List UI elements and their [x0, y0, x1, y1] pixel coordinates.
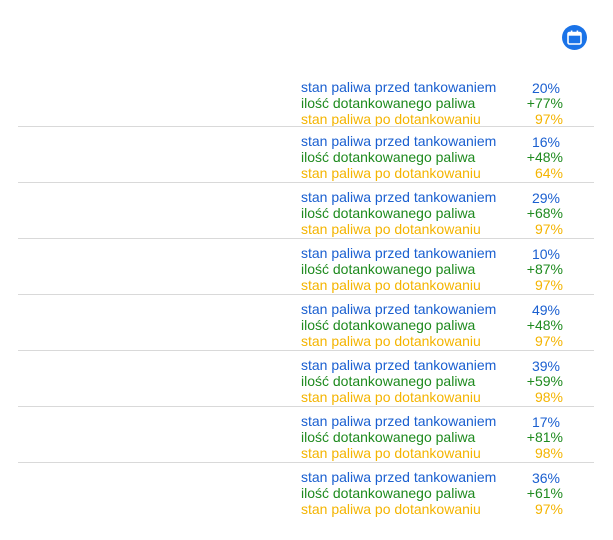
added-value: +87% [526, 261, 563, 277]
row-divider [18, 182, 594, 183]
row-divider [18, 238, 594, 239]
added-label: ilość dotankowanego paliwa [301, 95, 476, 111]
added-value: +59% [526, 373, 563, 389]
after-label: stan paliwa po dotankowaniu [301, 445, 481, 461]
after-value: 64% [534, 165, 563, 181]
after-label: stan paliwa po dotankowaniu [301, 277, 481, 293]
before-label: stan paliwa przed tankowaniem [301, 79, 497, 95]
row-divider [18, 350, 594, 351]
refuel-row: stan paliwa przed tankowaniem 29% ilość d… [18, 183, 594, 239]
after-label: stan paliwa po dotankowaniu [301, 501, 481, 517]
before-value: 20% [531, 80, 560, 96]
before-label: stan paliwa przed tankowaniem [301, 413, 497, 429]
added-label: ilość dotankowanego paliwa [301, 429, 476, 445]
after-value: 97% [534, 501, 563, 517]
added-label: ilość dotankowanego paliwa [301, 205, 476, 221]
before-value: 29% [531, 190, 560, 206]
added-label: ilość dotankowanego paliwa [301, 317, 476, 333]
row-divider [18, 126, 594, 127]
after-value: 97% [534, 333, 563, 349]
after-label: stan paliwa po dotankowaniu [301, 333, 481, 349]
added-label: ilość dotankowanego paliwa [301, 373, 476, 389]
refuel-row: stan paliwa przed tankowaniem 16% ilość d… [18, 127, 594, 183]
refuel-row: stan paliwa przed tankowaniem 36% ilość d… [18, 463, 594, 519]
refuel-row: stan paliwa przed tankowaniem 49% ilość d… [18, 295, 594, 351]
row-divider [18, 294, 594, 295]
added-value: +68% [526, 205, 563, 221]
before-label: stan paliwa przed tankowaniem [301, 189, 497, 205]
after-label: stan paliwa po dotankowaniu [301, 165, 481, 181]
before-label: stan paliwa przed tankowaniem [301, 133, 497, 149]
refuel-row: stan paliwa przed tankowaniem 39% ilość d… [18, 351, 594, 407]
after-label: stan paliwa po dotankowaniu [301, 389, 481, 405]
added-value: +61% [526, 485, 563, 501]
added-label: ilość dotankowanego paliwa [301, 485, 476, 501]
before-label: stan paliwa przed tankowaniem [301, 301, 497, 317]
before-label: stan paliwa przed tankowaniem [301, 357, 497, 373]
after-value: 98% [534, 389, 563, 405]
after-value: 97% [534, 277, 563, 293]
added-label: ilość dotankowanego paliwa [301, 149, 476, 165]
refuel-row: stan paliwa przed tankowaniem 17% ilość d… [18, 407, 594, 463]
before-value: 10% [531, 246, 560, 262]
row-divider [18, 462, 594, 463]
after-label: stan paliwa po dotankowaniu [301, 221, 481, 237]
after-value: 98% [534, 445, 563, 461]
after-label: stan paliwa po dotankowaniu [301, 111, 481, 127]
after-value: 97% [534, 221, 563, 237]
calendar-icon [567, 30, 582, 45]
before-value: 16% [531, 134, 560, 150]
before-value: 49% [531, 302, 560, 318]
added-label: ilość dotankowanego paliwa [301, 261, 476, 277]
before-value: 36% [531, 470, 560, 486]
after-value: 97% [534, 111, 563, 127]
added-value: +77% [526, 95, 563, 111]
before-value: 17% [531, 414, 560, 430]
calendar-button[interactable] [562, 25, 587, 50]
refuel-row: stan paliwa przed tankowaniem 20% ilość d… [18, 73, 594, 127]
before-value: 39% [531, 358, 560, 374]
added-value: +48% [526, 317, 563, 333]
added-value: +48% [526, 149, 563, 165]
before-label: stan paliwa przed tankowaniem [301, 245, 497, 261]
refuel-list: stan paliwa przed tankowaniem 20% ilość d… [18, 73, 594, 519]
refuel-row: stan paliwa przed tankowaniem 10% ilość d… [18, 239, 594, 295]
row-divider [18, 406, 594, 407]
added-value: +81% [526, 429, 563, 445]
before-label: stan paliwa przed tankowaniem [301, 469, 497, 485]
